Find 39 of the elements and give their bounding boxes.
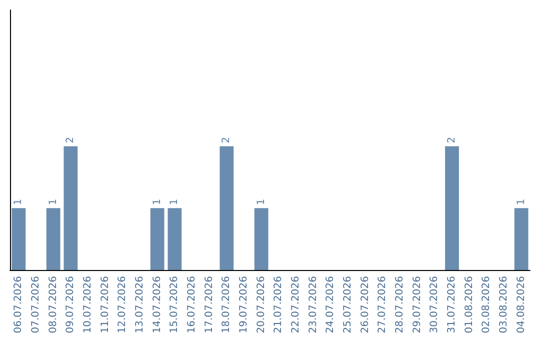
x-tick-label: 02.08.2026 bbox=[481, 276, 492, 334]
x-tick-label: 25.07.2026 bbox=[342, 276, 354, 334]
x-tick-label: 28.07.2026 bbox=[394, 276, 406, 334]
x-tick-label: 21.07.2026 bbox=[273, 276, 284, 334]
data-label: 1 bbox=[13, 198, 24, 206]
x-tick-label: 03.08.2026 bbox=[498, 276, 510, 334]
x-tick-label: 24.07.2026 bbox=[325, 276, 336, 334]
x-tick-label: 23.07.2026 bbox=[308, 276, 319, 334]
x-tick-label: 31.07.2026 bbox=[446, 276, 458, 334]
data-label: 1 bbox=[169, 198, 180, 206]
x-tick-label: 19.07.2026 bbox=[238, 276, 250, 334]
x-tick-label: 17.07.2026 bbox=[204, 276, 215, 334]
x-tick-label: 22.07.2026 bbox=[290, 276, 302, 334]
x-tick-label: 10.07.2026 bbox=[82, 276, 94, 334]
data-label: 2 bbox=[65, 136, 76, 144]
data-label: 1 bbox=[256, 198, 267, 206]
x-tick-label: 13.07.2026 bbox=[134, 276, 146, 334]
x-tick-label: 15.07.2026 bbox=[169, 276, 180, 334]
data-label: 1 bbox=[48, 198, 59, 206]
x-tick-label: 11.07.2026 bbox=[100, 276, 111, 334]
data-label: 1 bbox=[152, 198, 163, 206]
x-tick-label: 16.07.2026 bbox=[186, 276, 198, 334]
x-tick-label: 07.07.2026 bbox=[30, 276, 42, 334]
x-tick-label: 20.07.2026 bbox=[256, 276, 267, 334]
x-tick-label: 06.07.2026 bbox=[13, 276, 24, 334]
x-tick-label: 12.07.2026 bbox=[117, 276, 128, 334]
x-tick-label: 18.07.2026 bbox=[221, 276, 232, 334]
x-tick-label: 08.07.2026 bbox=[48, 276, 59, 334]
data-label: 2 bbox=[446, 136, 458, 144]
data-label: 2 bbox=[221, 136, 232, 144]
x-tick-label: 26.07.2026 bbox=[360, 276, 371, 334]
x-tick-label: 01.08.2026 bbox=[464, 276, 475, 334]
x-tick-label: 29.07.2026 bbox=[412, 276, 423, 334]
x-tick-label: 04.08.2026 bbox=[516, 276, 527, 334]
data-label: 1 bbox=[516, 198, 527, 206]
x-tick-label: 09.07.2026 bbox=[65, 276, 76, 334]
x-tick-label: 30.07.2026 bbox=[429, 276, 440, 334]
x-tick-label: 14.07.2026 bbox=[152, 276, 163, 334]
x-tick-label: 27.07.2026 bbox=[377, 276, 388, 334]
